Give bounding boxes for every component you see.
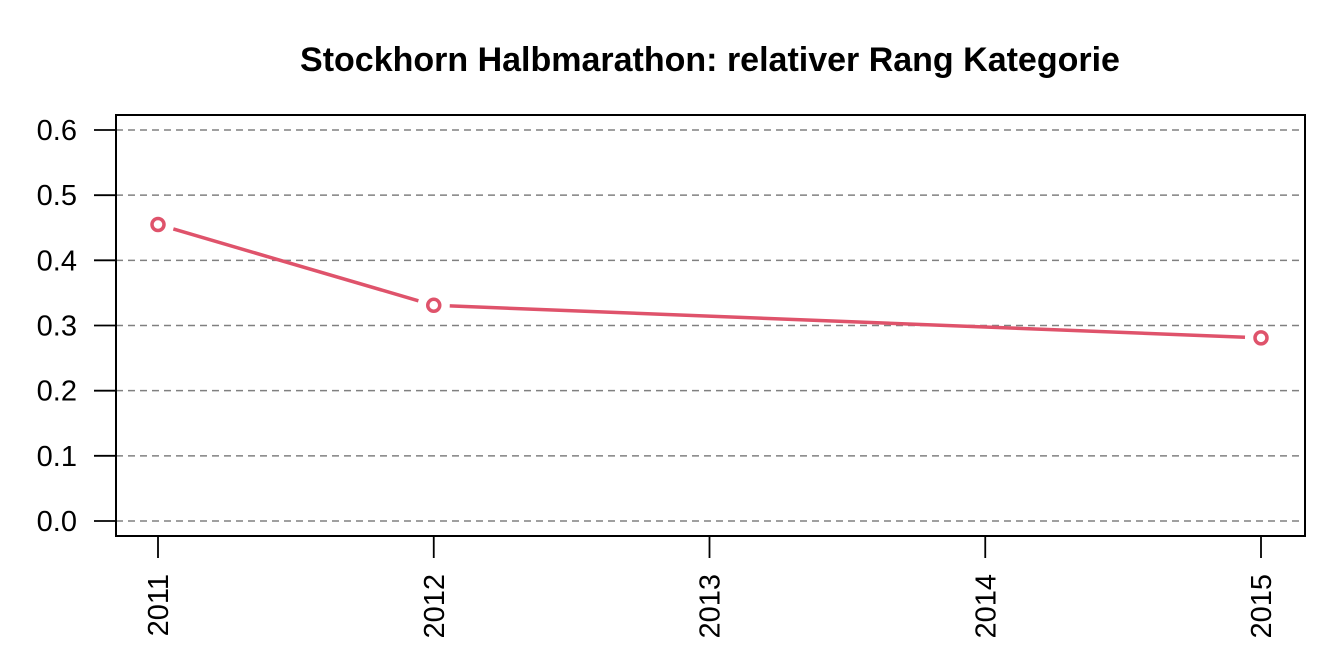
x-axis: 2011 2012 2013 2014 2015 xyxy=(143,535,1278,639)
y-tick-label: 0.4 xyxy=(37,245,77,277)
data-point xyxy=(1253,330,1269,346)
y-axis: 0.0 0.1 0.2 0.3 0.4 0.5 0.6 xyxy=(37,115,116,538)
y-tick-label: 0.3 xyxy=(37,311,77,343)
y-tick-label: 0.1 xyxy=(37,441,77,473)
y-tick-label: 0.6 xyxy=(37,115,77,147)
x-tick-label: 2015 xyxy=(1246,574,1278,639)
y-tick-label: 0.0 xyxy=(37,506,77,538)
x-tick-label: 2012 xyxy=(419,574,451,639)
series-line-segment xyxy=(449,304,1246,340)
y-tick-label: 0.5 xyxy=(37,180,77,212)
series-line-segment xyxy=(172,227,419,303)
x-tick-label: 2013 xyxy=(695,574,727,639)
x-tick-label: 2014 xyxy=(970,574,1002,639)
x-tick-label: 2011 xyxy=(143,574,175,636)
grid-lines xyxy=(116,129,1305,522)
series-layer xyxy=(150,216,1269,346)
chart-title: Stockhorn Halbmarathon: relativer Rang K… xyxy=(300,41,1120,79)
data-point xyxy=(150,216,166,233)
y-tick-label: 0.2 xyxy=(37,376,77,408)
data-point xyxy=(426,297,442,314)
